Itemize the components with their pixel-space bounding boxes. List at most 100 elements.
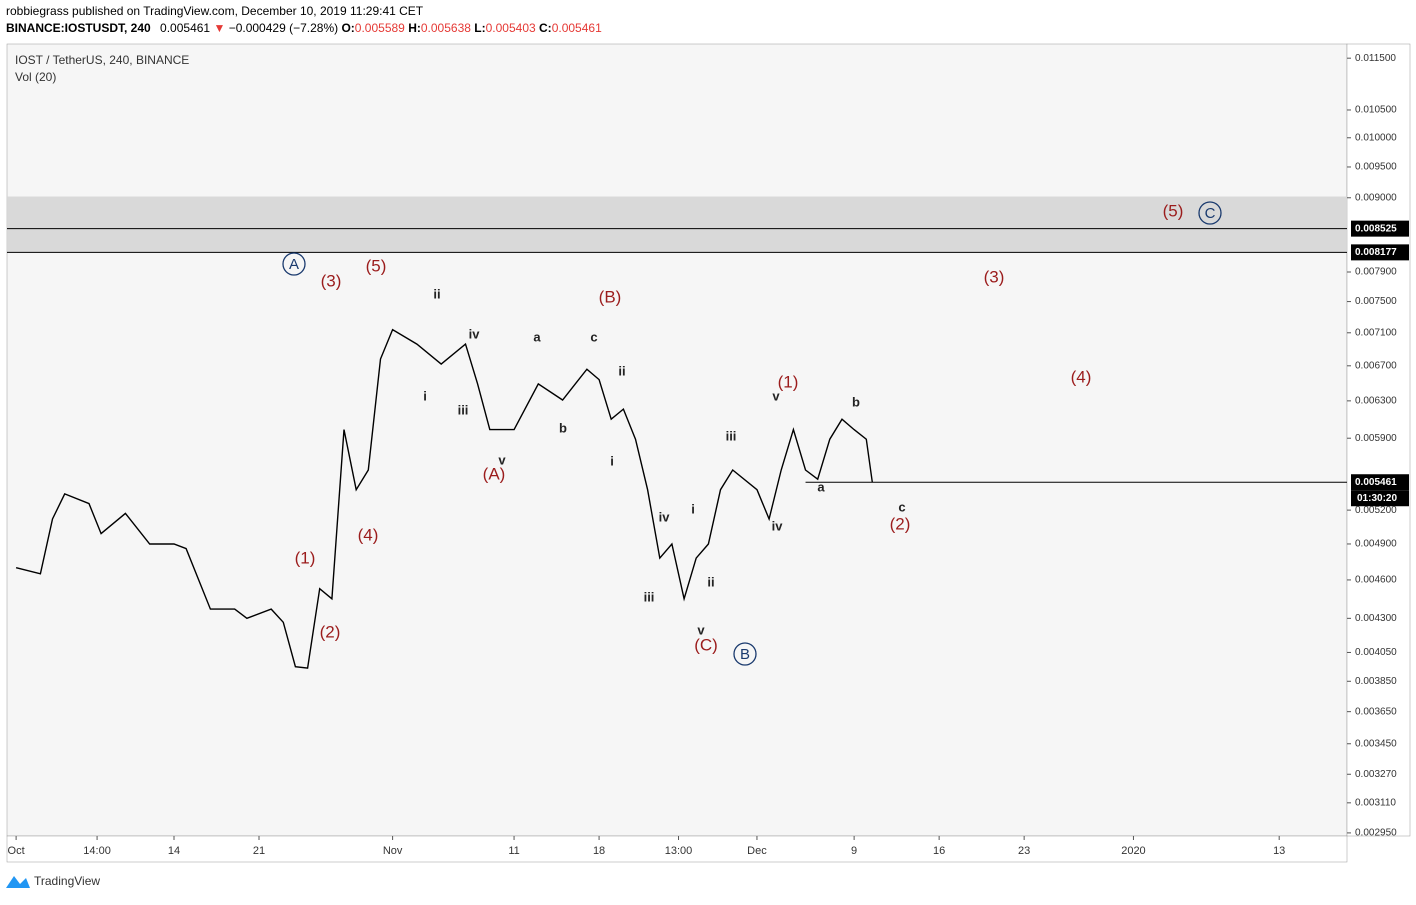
wave-label: A bbox=[289, 256, 299, 273]
high-label: H: bbox=[408, 21, 421, 35]
wave-label: iii bbox=[644, 589, 655, 604]
volume-legend: Vol (20) bbox=[15, 70, 56, 84]
wave-label: i bbox=[423, 388, 427, 403]
y-tick-label: 0.006700 bbox=[1355, 360, 1397, 371]
chart-title: IOST / TetherUS, 240, BINANCE bbox=[15, 53, 189, 67]
y-tick-label: 0.003110 bbox=[1355, 797, 1396, 808]
wave-label: (1) bbox=[295, 548, 316, 567]
wave-label: (2) bbox=[320, 622, 341, 641]
wave-label: b bbox=[852, 394, 860, 409]
publisher: robbiegrass published on TradingView.com… bbox=[6, 4, 424, 18]
y-tick-label: 0.006300 bbox=[1355, 395, 1397, 406]
wave-label: v bbox=[697, 622, 705, 637]
wave-label: ii bbox=[707, 574, 714, 589]
wave-label: (A) bbox=[483, 464, 506, 483]
y-tick-label: 0.009000 bbox=[1355, 192, 1397, 203]
price-label-box bbox=[1351, 220, 1409, 237]
price-label: 0.008177 bbox=[1355, 247, 1397, 258]
wave-label: (5) bbox=[1163, 201, 1184, 220]
wave-label: i bbox=[691, 501, 695, 516]
x-tick-label: 13:00 bbox=[665, 845, 693, 857]
y-tick-label: 0.004600 bbox=[1355, 575, 1397, 586]
wave-label: C bbox=[1205, 205, 1216, 222]
low-label: L: bbox=[474, 21, 485, 35]
y-tick-label: 0.003650 bbox=[1355, 706, 1397, 717]
plot-area bbox=[6, 43, 1348, 837]
y-tick-label: 0.005200 bbox=[1355, 505, 1397, 516]
wave-label: c bbox=[590, 329, 597, 344]
x-tick-label: 14 bbox=[168, 845, 180, 857]
wave-label: (C) bbox=[694, 635, 718, 654]
wave-label: c bbox=[898, 499, 905, 514]
x-tick-label: 23 bbox=[1018, 845, 1030, 857]
x-tick-label: Nov bbox=[383, 845, 403, 857]
y-tick-label: 0.010500 bbox=[1355, 105, 1397, 116]
x-tick-label: Dec bbox=[747, 845, 767, 857]
x-tick-label: 13 bbox=[1273, 845, 1285, 857]
wave-circle bbox=[733, 642, 757, 666]
y-tick-label: 0.004300 bbox=[1355, 613, 1397, 624]
x-tick-label: Oct bbox=[8, 845, 25, 857]
price-label: 0.008525 bbox=[1355, 223, 1397, 234]
y-tick-label: 0.004050 bbox=[1355, 647, 1397, 658]
price-line bbox=[15, 328, 873, 669]
wave-label: (5) bbox=[366, 256, 387, 275]
y-tick-label: 0.003450 bbox=[1355, 738, 1397, 749]
x-tick-label: 14:00 bbox=[83, 845, 111, 857]
close-label: C: bbox=[539, 21, 552, 35]
open-label: O: bbox=[341, 21, 354, 35]
y-tick-label: 0.009500 bbox=[1355, 162, 1397, 173]
wave-circle bbox=[282, 252, 306, 276]
wave-label: ii bbox=[618, 363, 625, 378]
wave-label: iv bbox=[469, 326, 481, 341]
x-tick-label: 21 bbox=[253, 845, 265, 857]
y-tick-label: 0.005900 bbox=[1355, 433, 1397, 444]
wave-label: (4) bbox=[358, 525, 379, 544]
y-tick-label: 0.004900 bbox=[1355, 539, 1397, 550]
price-axis bbox=[1346, 43, 1411, 837]
change: −0.000429 (−7.28%) bbox=[229, 21, 338, 35]
wave-label: (B) bbox=[599, 287, 622, 306]
x-tick-label: 18 bbox=[593, 845, 605, 857]
wave-label: (3) bbox=[321, 271, 342, 290]
wave-label: iii bbox=[458, 402, 469, 417]
wave-label: i bbox=[610, 453, 614, 468]
x-tick-label: 2020 bbox=[1121, 845, 1145, 857]
y-tick-label: 0.007100 bbox=[1355, 327, 1397, 338]
wave-label: a bbox=[817, 479, 825, 494]
time-axis bbox=[6, 835, 1348, 863]
tradingview-logo: TradingView bbox=[6, 874, 100, 888]
countdown: 01:30:20 bbox=[1357, 493, 1397, 504]
wave-label: iii bbox=[726, 428, 737, 443]
last: 0.005461 bbox=[160, 21, 210, 35]
wave-label: B bbox=[740, 646, 750, 663]
y-tick-label: 0.007500 bbox=[1355, 296, 1397, 307]
wave-label: iv bbox=[772, 518, 784, 533]
ohlc-line: BINANCE:IOSTUSDT, 240 0.005461 ▼ −0.0004… bbox=[6, 21, 602, 35]
price-label-box bbox=[1351, 244, 1409, 261]
open: 0.005589 bbox=[355, 21, 405, 35]
wave-label: iv bbox=[659, 509, 671, 524]
wave-label: v bbox=[498, 452, 506, 467]
countdown-box bbox=[1351, 490, 1409, 507]
y-tick-label: 0.007900 bbox=[1355, 267, 1397, 278]
y-tick-label: 0.003850 bbox=[1355, 676, 1397, 687]
y-tick-label: 0.010000 bbox=[1355, 132, 1397, 143]
wave-label: b bbox=[559, 420, 567, 435]
close: 0.005461 bbox=[552, 21, 602, 35]
high: 0.005638 bbox=[421, 21, 471, 35]
price-label-box bbox=[1351, 474, 1409, 491]
wave-label: (1) bbox=[778, 372, 799, 391]
wave-label: ii bbox=[433, 286, 440, 301]
brand: TradingView bbox=[34, 874, 100, 888]
wave-label: (4) bbox=[1071, 367, 1092, 386]
price-label: 0.005461 bbox=[1355, 477, 1397, 488]
logo-icon bbox=[6, 876, 30, 888]
x-tick-label: 9 bbox=[851, 845, 857, 857]
x-tick-label: 11 bbox=[508, 845, 519, 857]
wave-label: v bbox=[772, 388, 780, 403]
symbol: BINANCE:IOSTUSDT, 240 bbox=[6, 21, 151, 35]
wave-label: (2) bbox=[890, 514, 911, 533]
zone bbox=[7, 196, 1347, 253]
x-tick-label: 16 bbox=[933, 845, 945, 857]
